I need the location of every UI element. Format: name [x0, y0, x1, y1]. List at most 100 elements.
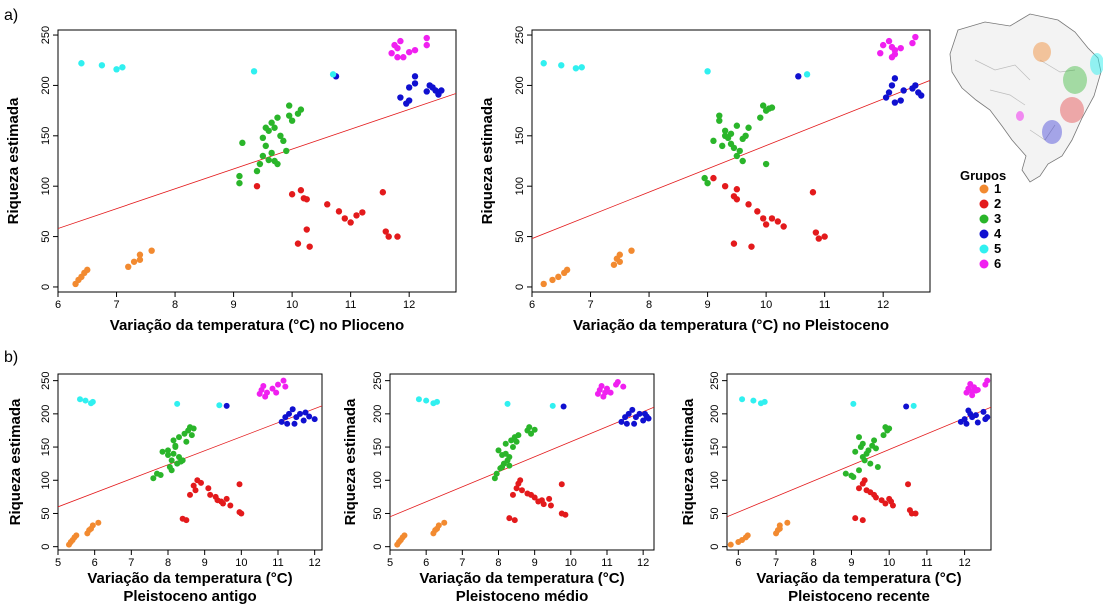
x-tick-label: 6: [735, 557, 741, 569]
point-group-3: [704, 179, 711, 187]
point-group-3: [277, 132, 284, 140]
x-tick-label: 9: [202, 557, 208, 569]
point-group-4: [903, 403, 910, 410]
point-group-6: [269, 385, 276, 392]
point-group-3: [268, 149, 275, 157]
point-group-3: [236, 179, 243, 187]
point-group-3: [859, 454, 866, 461]
point-group-3: [297, 106, 305, 113]
point-group-2: [748, 243, 755, 250]
y-tick-label: 100: [40, 471, 52, 489]
point-group-3: [872, 445, 879, 452]
point-group-3: [852, 448, 859, 455]
point-group-3: [268, 119, 275, 126]
x-tick-label: 12: [309, 557, 321, 569]
point-group-4: [961, 416, 968, 423]
point-group-2: [506, 515, 513, 522]
point-group-3: [768, 104, 776, 111]
y-tick-label: 250: [372, 371, 384, 389]
point-group-4: [885, 89, 893, 96]
point-group-4: [891, 75, 899, 82]
point-group-1: [628, 247, 635, 254]
point-group-2: [710, 174, 717, 182]
plot-frame: [57, 29, 457, 293]
point-group-6: [912, 33, 919, 41]
x-tick-label: 11: [272, 557, 283, 569]
point-group-2: [220, 500, 226, 507]
point-group-4: [618, 418, 625, 425]
point-group-1: [89, 522, 96, 529]
point-group-1: [136, 256, 144, 263]
y-tick-label: 100: [709, 471, 721, 489]
panel-label-b: b): [4, 349, 18, 366]
y-tick-label: 200: [40, 76, 52, 94]
point-group-1: [441, 519, 448, 526]
point-group-2: [207, 491, 214, 498]
point-group-3: [285, 102, 293, 109]
point-group-3: [759, 102, 767, 109]
x-tick-label: 7: [128, 557, 134, 569]
point-group-5: [549, 402, 556, 409]
point-group-5: [750, 397, 757, 404]
point-group-1: [784, 519, 791, 526]
map-region-1: [1033, 42, 1051, 62]
scatter-plot-3: 5 6 7 8 9 10 11 12 0 50 100 150 200 250 Riqueza estima…: [7, 371, 323, 605]
point-group-3: [733, 122, 741, 129]
point-group-3: [506, 454, 513, 461]
point-group-2: [335, 208, 343, 215]
scatter-plot-2: 6 7 8 9 10 11 12 0 50 100 150 200 250 Riqueza estimad…: [479, 26, 931, 334]
legend-marker-6: [979, 259, 989, 269]
point-group-1: [73, 532, 80, 539]
y-tick-label: 0: [709, 544, 721, 550]
trend-line: [390, 406, 654, 518]
point-group-3: [172, 442, 179, 449]
point-group-2: [780, 223, 787, 230]
point-group-2: [889, 502, 896, 509]
y-tick-label: 150: [40, 438, 52, 456]
point-group-3: [531, 426, 538, 433]
trend-line: [58, 405, 322, 508]
x-tick-label: 6: [55, 299, 61, 311]
point-group-2: [733, 196, 741, 203]
point-group-1: [549, 276, 556, 284]
y-tick-label: 200: [372, 405, 384, 423]
y-tick-label: 100: [514, 177, 526, 195]
point-group-3: [716, 112, 723, 119]
legend-label-1: 1: [994, 181, 1001, 196]
point-group-3: [865, 447, 872, 454]
x-tick-label: 9: [848, 557, 854, 569]
point-group-3: [880, 432, 887, 439]
point-group-3: [859, 440, 866, 447]
point-group-4: [297, 410, 303, 417]
legend-marker-1: [979, 184, 989, 194]
point-group-3: [283, 147, 290, 155]
x-tick-label: 7: [587, 299, 593, 311]
point-group-1: [136, 251, 144, 258]
point-group-3: [850, 473, 857, 480]
point-group-5: [803, 71, 811, 78]
point-group-4: [405, 84, 413, 91]
point-group-3: [288, 117, 296, 124]
y-tick-label: 50: [40, 507, 52, 519]
point-group-2: [394, 233, 401, 240]
point-group-4: [397, 94, 404, 101]
trend-line: [727, 406, 991, 518]
legend-marker-4: [979, 229, 989, 239]
point-group-3: [491, 475, 498, 482]
x-axis-sublabel: Pleistoceno recente: [788, 588, 930, 605]
point-group-4: [278, 418, 285, 425]
y-tick-label: 50: [40, 230, 52, 242]
point-group-4: [900, 87, 907, 94]
point-group-1: [616, 251, 623, 258]
point-group-4: [631, 420, 638, 427]
y-tick-label: 200: [40, 405, 52, 423]
point-group-2: [859, 517, 866, 524]
y-axis-label: Riqueza estimada: [5, 97, 22, 224]
point-group-2: [227, 502, 234, 509]
point-group-6: [388, 49, 395, 57]
point-group-5: [761, 398, 768, 405]
point-group-3: [867, 460, 874, 467]
